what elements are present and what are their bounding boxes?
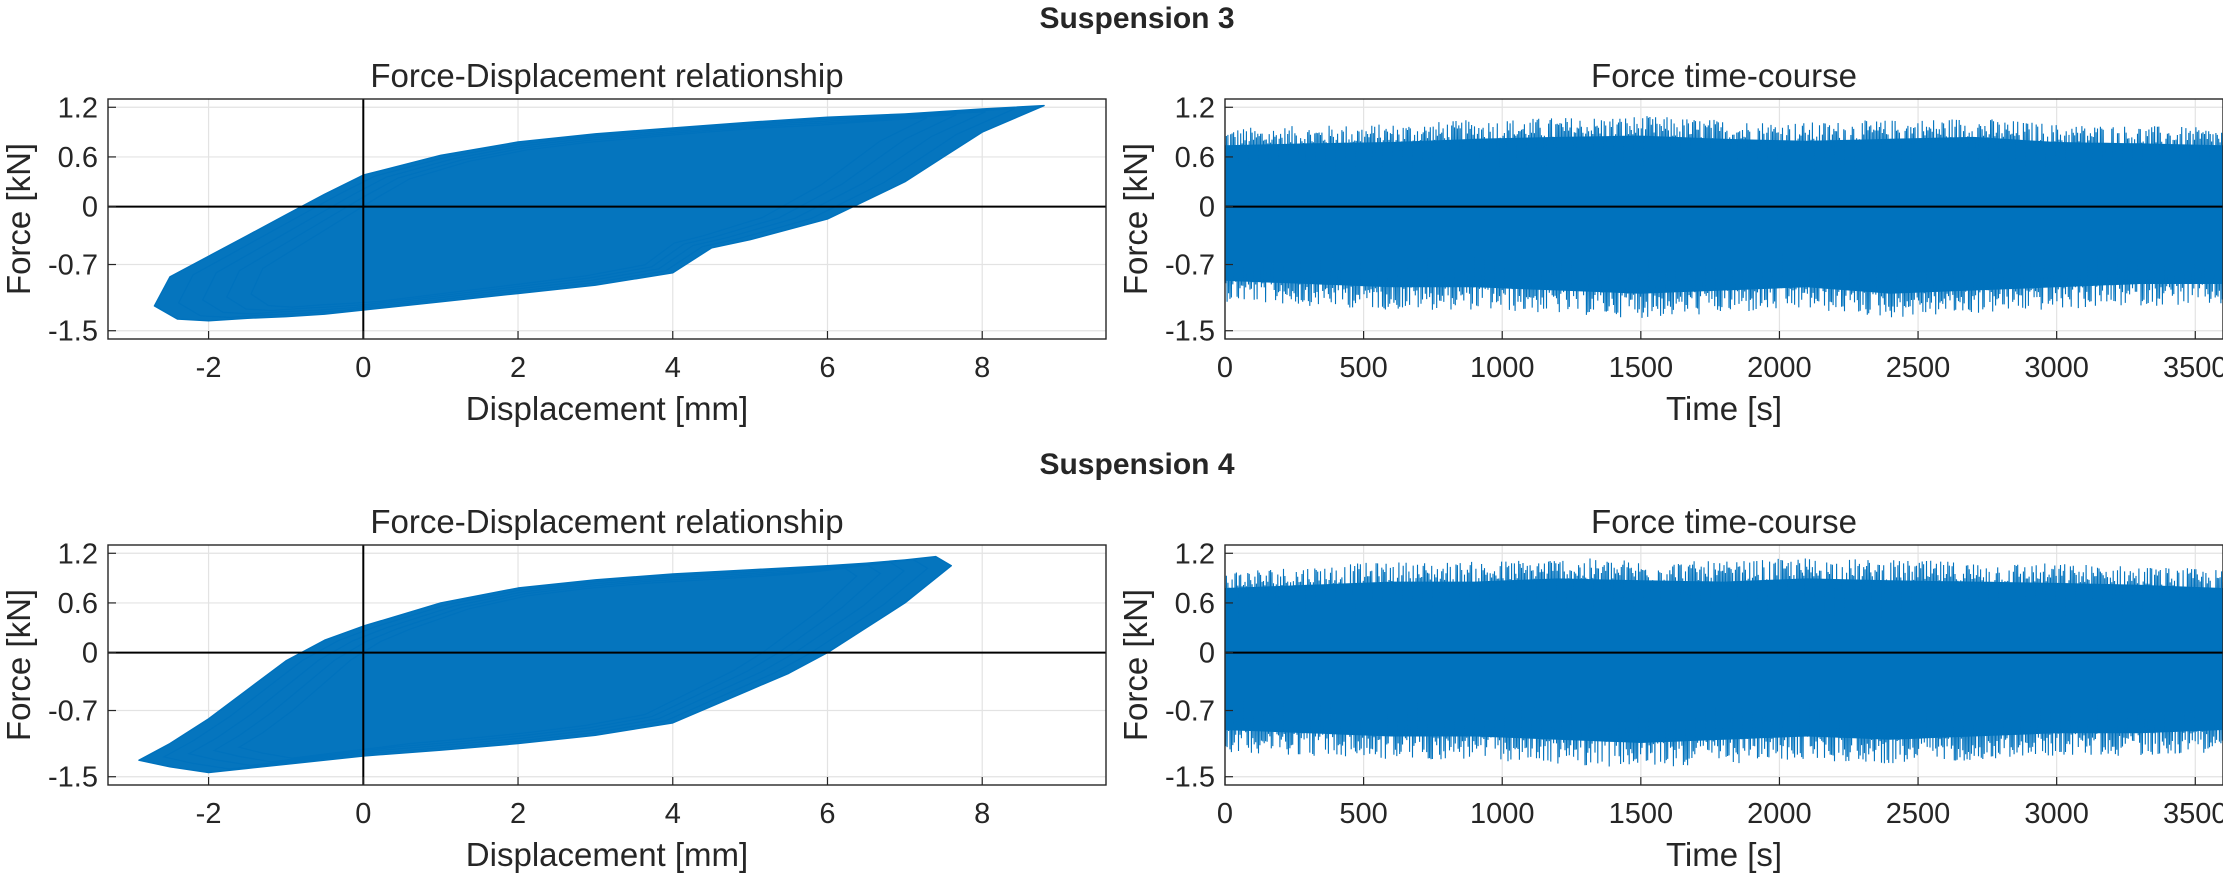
y-axis-label: Force [kN] [1117,589,1154,741]
x-tick-label: 0 [1217,352,1233,384]
x-tick-label: 3000 [2024,352,2089,384]
series-force [1225,558,2223,767]
y-tick-label: 0 [1199,192,1215,224]
y-tick-label: -0.7 [48,696,98,728]
y-tick-label: 1.2 [58,92,98,124]
panel-title: Force-Displacement relationship [370,503,843,540]
loop-4 [250,117,928,308]
y-tick-label: 0.6 [1175,142,1215,174]
data-layer [1225,116,2223,318]
y-axis-label: Force [kN] [0,143,37,295]
x-axis-label: Displacement [mm] [466,836,748,873]
panel-title: Force time-course [1591,503,1857,540]
x-tick-label: 2000 [1747,798,1812,830]
chart-panel-2: 0 500 1000 1500 2000 2500 3000 3500 -1.5 -0.7 0 0.6… [1117,57,2223,427]
x-tick-label: 0 [1217,798,1233,830]
y-tick-label: -0.7 [48,250,98,282]
x-tick-label: -2 [196,798,222,830]
x-tick-label: 3500 [2163,798,2223,830]
x-tick-label: 4 [665,352,681,384]
panel-title: Force-Displacement relationship [370,57,843,94]
loop-1 [162,558,929,770]
x-tick-label: 2500 [1886,352,1951,384]
loop-4 [237,567,858,759]
x-tick-label: 3500 [2163,352,2223,384]
y-tick-label: 1.2 [1175,538,1215,570]
axes-box [107,98,1107,340]
chart-panel-4: 0 500 1000 1500 2000 2500 3000 3500 -1.5 -0.7 0 0.6… [1117,503,2223,873]
series-hysteresis envelope [153,104,1045,322]
x-tick-label: 2 [510,352,526,384]
x-tick-label: 8 [974,352,990,384]
y-tick-label: -1.5 [1165,762,1215,794]
loop-2 [201,111,986,315]
x-tick-label: 8 [974,798,990,830]
y-tick-label: -0.7 [1165,250,1215,282]
x-tick-label: 2500 [1886,798,1951,830]
loop-3 [212,564,882,763]
data-layer [1225,558,2223,767]
x-tick-label: -2 [196,352,222,384]
x-tick-label: 2000 [1747,352,1812,384]
x-tick-label: 1500 [1609,352,1674,384]
group-title-suspension-3: Suspension 3 [1039,2,1234,35]
x-tick-label: 1000 [1470,352,1535,384]
y-tick-label: 0.6 [1175,588,1215,620]
y-tick-label: 1.2 [58,538,98,570]
series-force [1225,116,2223,318]
x-tick-label: 500 [1339,798,1387,830]
y-tick-label: 0 [82,192,98,224]
x-tick-label: 6 [819,352,835,384]
data-layer [153,104,1045,322]
y-axis-label: Force [kN] [1117,143,1154,295]
chart-panel-1: -2 0 2 4 6 8 -1.5 -0.7 0 0.6 1.2 Force-Displacement… [0,57,1107,427]
x-tick-label: 500 [1339,352,1387,384]
axes-box [1224,98,2223,340]
x-axis-label: Time [s] [1666,390,1782,427]
x-tick-label: 6 [819,798,835,830]
y-tick-label: -1.5 [48,316,98,348]
panel-title: Force time-course [1591,57,1857,94]
y-tick-label: 0.6 [58,588,98,620]
y-tick-label: 0 [1199,638,1215,670]
loop-1 [177,108,1016,319]
x-tick-label: 0 [355,798,371,830]
axes-box [1224,544,2223,786]
axes-box [107,544,1107,786]
x-axis-label: Displacement [mm] [466,390,748,427]
x-tick-label: 3000 [2024,798,2089,830]
y-tick-label: -1.5 [48,762,98,794]
x-tick-label: 2 [510,798,526,830]
panels: -2 0 2 4 6 8 -1.5 -0.7 0 0.6 1.2 Force-Displacement… [0,57,2223,873]
y-tick-label: -1.5 [1165,316,1215,348]
group-title-suspension-4: Suspension 4 [1039,448,1234,481]
chart-panel-3: -2 0 2 4 6 8 -1.5 -0.7 0 0.6 1.2 Force-Displacement… [0,503,1107,873]
x-tick-label: 1000 [1470,798,1535,830]
loop-3 [226,114,957,312]
y-tick-label: 0 [82,638,98,670]
y-tick-label: 1.2 [1175,92,1215,124]
y-tick-label: 0.6 [58,142,98,174]
x-tick-label: 4 [665,798,681,830]
y-axis-label: Force [kN] [0,589,37,741]
x-tick-label: 1500 [1609,798,1674,830]
series-hysteresis envelope [138,555,952,774]
x-tick-label: 0 [355,352,371,384]
y-tick-label: -0.7 [1165,696,1215,728]
x-axis-label: Time [s] [1666,836,1782,873]
